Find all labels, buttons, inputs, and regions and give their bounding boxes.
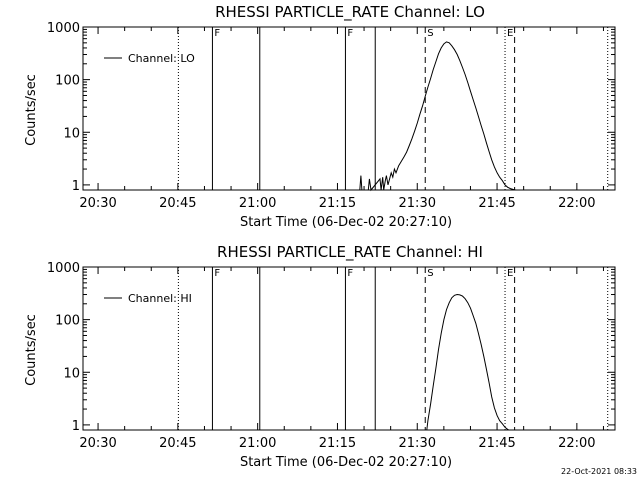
- x-tick-label: 22:00: [558, 436, 595, 451]
- timestamp-label: 22-Oct-2021 08:33: [561, 467, 637, 476]
- x-tick-label: 21:45: [478, 436, 515, 451]
- x-tick-label: 21:00: [239, 196, 276, 211]
- event-marker-label: E: [507, 268, 513, 279]
- legend-label: Channel: HI: [128, 292, 192, 305]
- x-tick-label: 21:15: [319, 436, 356, 451]
- event-marker-label: F: [214, 268, 220, 279]
- plot-frame: [82, 26, 616, 191]
- y-tick-label: 1: [72, 179, 80, 194]
- x-tick-label: 20:30: [79, 196, 116, 211]
- chart-title: RHESSI PARTICLE_RATE Channel: HI: [217, 243, 483, 262]
- event-marker-label: F: [214, 28, 220, 39]
- x-tick-label: 20:45: [159, 436, 196, 451]
- x-tick-label: 21:15: [319, 196, 356, 211]
- y-tick-label: 10: [63, 366, 80, 381]
- y-tick-label: 1: [72, 419, 80, 434]
- legend: Channel: LO: [104, 52, 195, 65]
- chart-panel-lo: RHESSI PARTICLE_RATE Channel: LO Start T…: [24, 3, 616, 230]
- chart-panel-hi: RHESSI PARTICLE_RATE Channel: HI Start T…: [24, 243, 616, 470]
- plot-frame: [82, 266, 616, 431]
- y-tick-label: 1000: [47, 21, 80, 36]
- x-tick-label: 21:30: [399, 196, 436, 211]
- y-tick-label: 10: [63, 126, 80, 141]
- chart-title: RHESSI PARTICLE_RATE Channel: LO: [215, 3, 485, 22]
- x-tick-label: 20:30: [79, 436, 116, 451]
- x-tick-label: 21:45: [478, 196, 515, 211]
- y-tick-label: 100: [55, 314, 80, 329]
- x-tick-label: 21:00: [239, 436, 276, 451]
- x-tick-label: 22:00: [558, 196, 595, 211]
- x-tick-label: 20:45: [159, 196, 196, 211]
- y-tick-label: 100: [55, 74, 80, 89]
- y-tick-label: 1000: [47, 261, 80, 276]
- y-axis-label: Counts/sec: [24, 314, 39, 386]
- data-series-line: [359, 41, 516, 192]
- x-tick-label: 21:30: [399, 436, 436, 451]
- x-axis-label: Start Time (06-Dec-02 20:27:10): [240, 215, 452, 230]
- event-marker-label: F: [347, 268, 353, 279]
- y-axis-label: Counts/sec: [24, 74, 39, 146]
- event-marker-label: F: [347, 28, 353, 39]
- legend-label: Channel: LO: [128, 52, 195, 65]
- data-series-line: [426, 293, 510, 431]
- event-marker-label: E: [507, 28, 513, 39]
- legend: Channel: HI: [104, 292, 192, 305]
- event-marker-label: S: [427, 28, 433, 39]
- event-marker-label: S: [427, 268, 433, 279]
- x-axis-label: Start Time (06-Dec-02 20:27:10): [240, 455, 452, 470]
